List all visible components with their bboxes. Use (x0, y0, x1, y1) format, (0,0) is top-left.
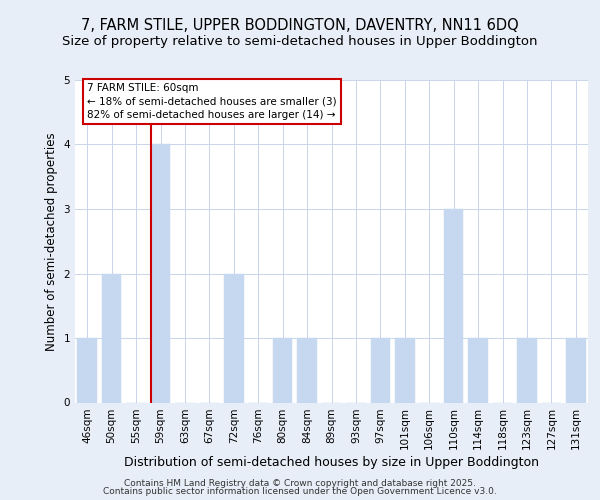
Text: 7 FARM STILE: 60sqm
← 18% of semi-detached houses are smaller (3)
82% of semi-de: 7 FARM STILE: 60sqm ← 18% of semi-detach… (87, 83, 337, 120)
Bar (517, 338, 537, 402)
Bar (297, 338, 317, 402)
Bar (566, 338, 586, 402)
Bar (151, 144, 170, 402)
X-axis label: Distribution of semi-detached houses by size in Upper Boddington: Distribution of semi-detached houses by … (124, 456, 539, 469)
Bar (395, 338, 415, 402)
Bar (444, 209, 463, 402)
Bar (273, 338, 292, 402)
Text: 7, FARM STILE, UPPER BODDINGTON, DAVENTRY, NN11 6DQ: 7, FARM STILE, UPPER BODDINGTON, DAVENTR… (81, 18, 519, 32)
Text: Contains public sector information licensed under the Open Government Licence v3: Contains public sector information licen… (103, 488, 497, 496)
Text: Contains HM Land Registry data © Crown copyright and database right 2025.: Contains HM Land Registry data © Crown c… (124, 478, 476, 488)
Text: Size of property relative to semi-detached houses in Upper Boddington: Size of property relative to semi-detach… (62, 35, 538, 48)
Bar (371, 338, 390, 402)
Bar (468, 338, 488, 402)
Bar (102, 274, 121, 402)
Bar (224, 274, 244, 402)
Bar (77, 338, 97, 402)
Y-axis label: Number of semi-detached properties: Number of semi-detached properties (45, 132, 58, 350)
